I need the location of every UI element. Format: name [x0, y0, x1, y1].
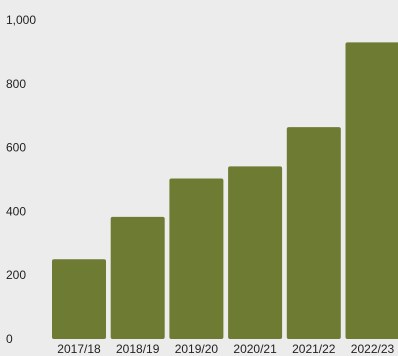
- x-tick-label: 2018/19: [116, 342, 160, 356]
- y-tick-label: 400: [6, 204, 26, 218]
- y-tick-label: 1,000: [6, 13, 36, 27]
- y-tick-label: 800: [6, 77, 26, 91]
- y-tick-label: 0: [6, 332, 13, 346]
- x-tick-label: 2017/18: [57, 342, 101, 356]
- bar-2019-20: [169, 178, 224, 339]
- y-tick-label: 600: [6, 141, 26, 155]
- x-axis: 2017/18 2018/19 2019/20 2020/21 2021/22 2022/…: [57, 342, 394, 356]
- bar-2022-23: [345, 42, 398, 339]
- bar-2017-18: [52, 259, 106, 339]
- y-tick-label: 200: [6, 268, 26, 282]
- bar-2021-22: [286, 127, 341, 340]
- bars-group: [52, 42, 398, 340]
- bar-2020-21: [228, 166, 283, 339]
- y-axis: 0 200 400 600 800 1,000: [6, 13, 36, 346]
- x-tick-label: 2020/21: [233, 342, 277, 356]
- x-tick-label: 2022/23: [351, 342, 395, 356]
- x-tick-label: 2021/22: [292, 342, 336, 356]
- x-tick-label: 2019/20: [175, 342, 219, 356]
- bar-2018-19: [110, 216, 165, 339]
